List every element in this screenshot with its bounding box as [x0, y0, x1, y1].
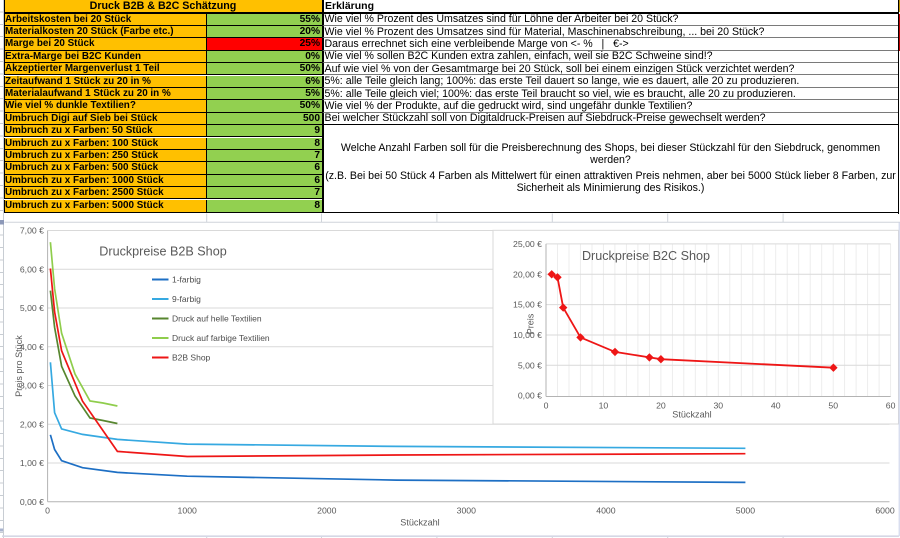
svg-text:30: 30	[713, 401, 723, 411]
svg-text:0,00 €: 0,00 €	[20, 497, 44, 507]
svg-text:B2B Shop: B2B Shop	[172, 353, 211, 363]
svg-text:10: 10	[599, 401, 609, 411]
svg-text:Druckpreise B2C Shop: Druckpreise B2C Shop	[582, 249, 710, 263]
svg-text:Stückzahl: Stückzahl	[672, 410, 711, 420]
svg-text:2000: 2000	[317, 506, 336, 516]
svg-text:Stückzahl: Stückzahl	[400, 518, 439, 528]
svg-text:10,00 €: 10,00 €	[513, 330, 542, 340]
svg-text:15,00 €: 15,00 €	[513, 300, 542, 310]
svg-text:1,00 €: 1,00 €	[20, 458, 44, 468]
svg-text:3,00 €: 3,00 €	[20, 381, 44, 391]
svg-text:7,00 €: 7,00 €	[20, 226, 44, 236]
svg-text:4000: 4000	[596, 506, 615, 516]
svg-text:4,00 €: 4,00 €	[20, 342, 44, 352]
svg-text:5,00 €: 5,00 €	[518, 360, 542, 370]
svg-text:Druck auf helle Textilien: Druck auf helle Textilien	[172, 314, 262, 324]
svg-text:1000: 1000	[178, 506, 197, 516]
svg-text:Druckpreise B2B Shop: Druckpreise B2B Shop	[99, 245, 226, 259]
svg-text:9-farbig: 9-farbig	[172, 294, 201, 304]
svg-text:20,00 €: 20,00 €	[513, 269, 542, 279]
svg-text:50: 50	[828, 401, 838, 411]
svg-text:0: 0	[544, 401, 549, 411]
svg-text:6,00 €: 6,00 €	[20, 264, 44, 274]
svg-text:0: 0	[45, 506, 50, 516]
svg-text:5000: 5000	[736, 506, 755, 516]
svg-text:2,00 €: 2,00 €	[20, 419, 44, 429]
svg-text:25,00 €: 25,00 €	[513, 239, 542, 249]
svg-text:Preis: Preis	[525, 313, 535, 334]
svg-text:60: 60	[886, 401, 896, 411]
svg-text:5,00 €: 5,00 €	[20, 303, 44, 313]
svg-text:Druck auf farbige Textilien: Druck auf farbige Textilien	[172, 333, 270, 343]
svg-text:6000: 6000	[875, 506, 894, 516]
svg-text:Preis pro Stück: Preis pro Stück	[14, 335, 24, 397]
svg-text:0,00 €: 0,00 €	[518, 391, 542, 401]
svg-text:3000: 3000	[457, 506, 476, 516]
svg-text:20: 20	[656, 401, 666, 411]
svg-text:1-farbig: 1-farbig	[172, 275, 201, 285]
svg-text:40: 40	[771, 401, 781, 411]
